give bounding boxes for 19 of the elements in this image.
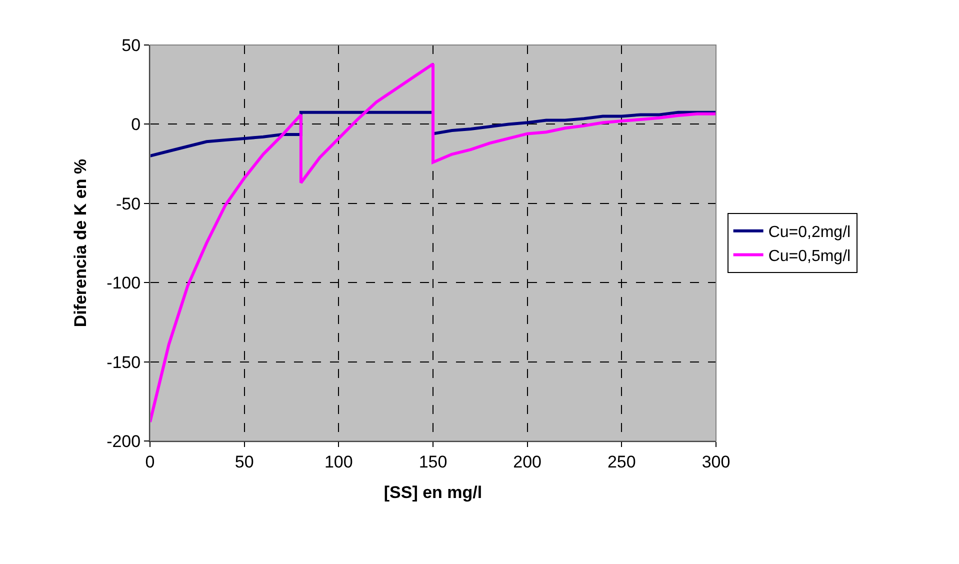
legend-label: Cu=0,5mg/l xyxy=(768,248,851,265)
y-tick-label: -100 xyxy=(106,274,141,293)
x-tick-label: 300 xyxy=(702,452,730,472)
x-axis-title: [SS] en mg/l xyxy=(384,482,482,502)
x-tick-label: 250 xyxy=(607,452,636,472)
x-tick-label: 0 xyxy=(145,452,155,472)
y-axis-title: Diferencia de K en % xyxy=(71,158,90,328)
x-tick-label: 150 xyxy=(418,452,448,472)
x-tick-label: 50 xyxy=(234,452,254,472)
legend-label: Cu=0,2mg/l xyxy=(768,224,851,242)
line-series xyxy=(150,110,716,158)
line-series xyxy=(150,62,716,424)
x-tick-label: 200 xyxy=(513,452,542,472)
y-tick-label: -50 xyxy=(116,194,141,214)
y-tick-label: -150 xyxy=(106,352,141,372)
y-tick-label: 50 xyxy=(122,36,141,55)
x-tick-label: 100 xyxy=(324,452,353,472)
y-tick-label: 0 xyxy=(131,115,141,134)
y-tick-label: -200 xyxy=(106,432,141,451)
